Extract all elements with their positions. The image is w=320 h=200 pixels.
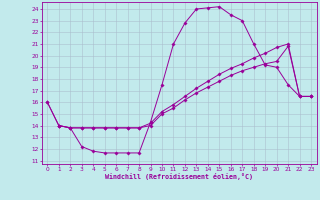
X-axis label: Windchill (Refroidissement éolien,°C): Windchill (Refroidissement éolien,°C) xyxy=(105,173,253,180)
